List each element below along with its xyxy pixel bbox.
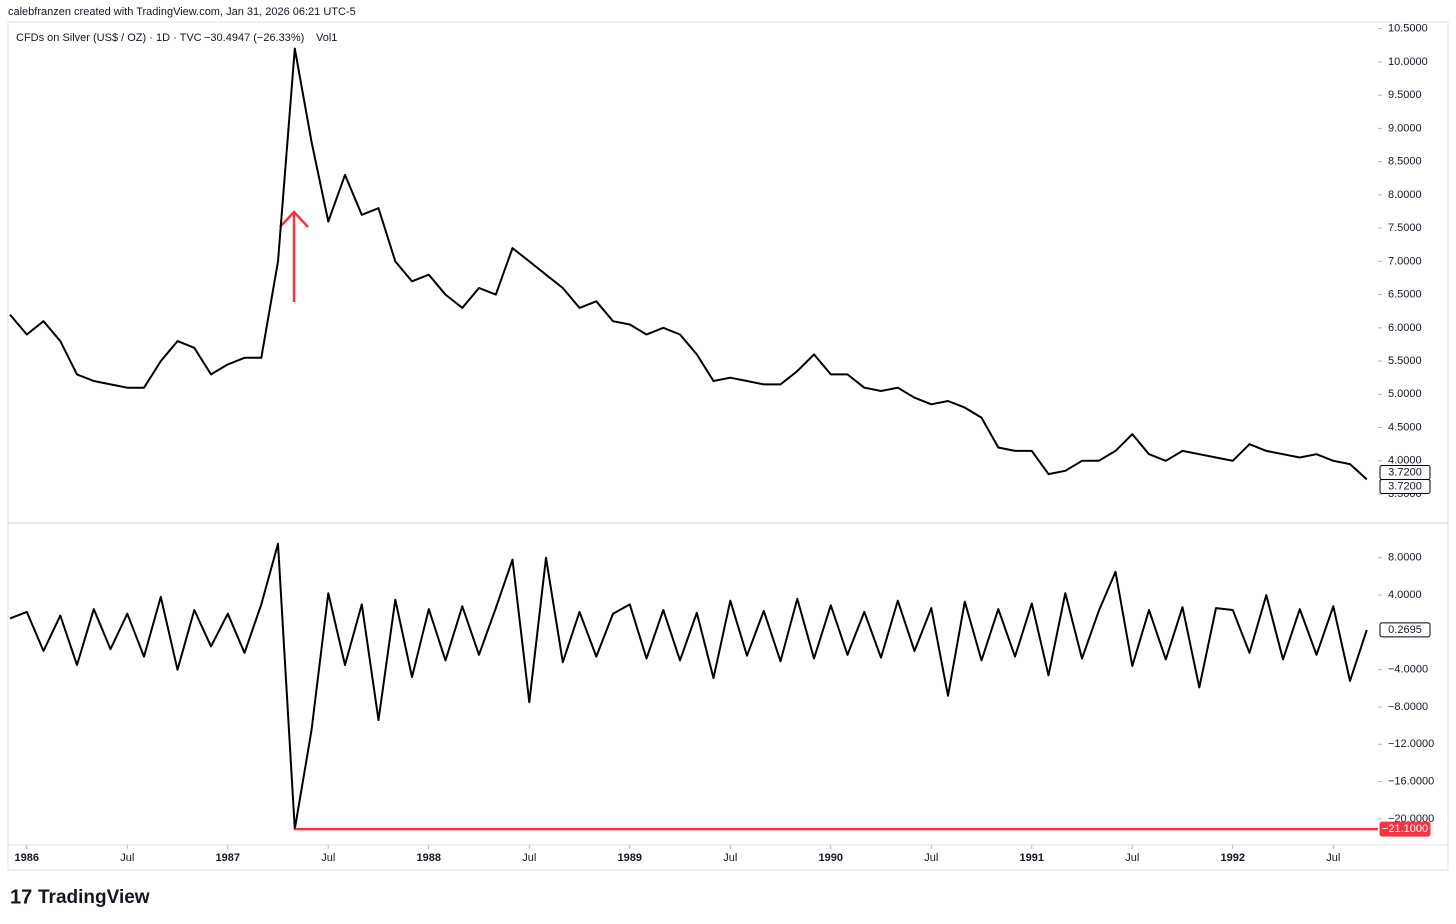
y-tick-label: 4.5000 [1388,421,1422,433]
y-tick-label: 6.0000 [1388,322,1422,334]
x-tick-label: 1986 [15,852,39,864]
y-tick-label: 10.0000 [1388,56,1428,68]
marker-box [1379,821,1431,837]
y-tick-label: 7.0000 [1388,255,1422,267]
y-tick-label: 9.5000 [1388,89,1422,101]
marker-box [1379,478,1431,494]
y-tick-label: 6.5000 [1388,289,1422,301]
brand: TradingView [38,887,150,908]
x-tick-label: Jul [321,852,335,864]
x-tick-label: Jul [1326,852,1340,864]
marker-label: 3.7200 [1388,480,1422,492]
y-tick-label: −4.0000 [1388,664,1428,676]
frame [7,21,1449,871]
x-tick-label: 1989 [618,852,642,864]
x-tick-label: 1988 [417,852,441,864]
x-tick-label: 1990 [819,852,843,864]
y-tick-label: 8.0000 [1388,552,1422,564]
y-tick-label: 4.0000 [1388,589,1422,601]
x-tick-label: 1991 [1020,852,1044,864]
y-tick-label: 5.0000 [1388,388,1422,400]
arrow-annotation [279,210,309,302]
y-tick-label: 9.0000 [1388,122,1422,134]
x-tick-label: Jul [924,852,938,864]
marker-label: 3.7200 [1388,466,1422,478]
marker-box [1379,622,1431,638]
x-tick-label: 1992 [1221,852,1245,864]
x-tick-label: Jul [1125,852,1139,864]
header: calebfranzen created with TradingView.co… [8,6,356,18]
marker-label: −21.1000 [1382,823,1428,835]
x-tick-label: Jul [120,852,134,864]
y-tick-label: 10.5000 [1388,23,1428,35]
y-tick-label: 4.0000 [1388,455,1422,467]
x-tick-label: Jul [522,852,536,864]
y-tick-label: −8.0000 [1388,701,1428,713]
series-line [9,542,1368,831]
indicator: Vol1 [316,32,337,44]
y-tick-label: 8.0000 [1388,189,1422,201]
y-tick-label: 7.5000 [1388,222,1422,234]
logo: 17 TradingView [10,886,150,908]
y-tick-label: 5.5000 [1388,355,1422,367]
series-line [9,47,1368,481]
y-tick-label: −16.0000 [1388,775,1434,787]
change: −30.4947 (−26.33%) [204,32,304,44]
chart-title: CFDs on Silver (US$ / OZ) · 1D · TVC [16,32,202,44]
marker-label: 0.2695 [1388,624,1422,636]
y-tick-label: 8.5000 [1388,156,1422,168]
logo-mark: 17 [10,886,32,908]
x-tick-label: Jul [723,852,737,864]
x-tick-label: 1987 [216,852,240,864]
y-tick-label: −12.0000 [1388,738,1434,750]
